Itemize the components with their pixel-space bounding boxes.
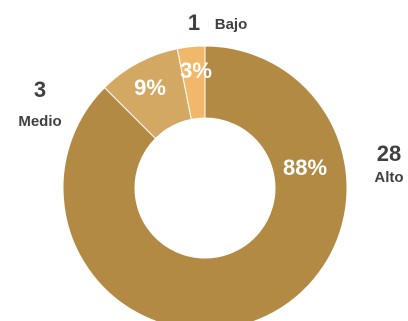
slice-label-medio-percent: 9%	[134, 75, 166, 100]
slice-alto	[62, 45, 348, 321]
donut-slices	[62, 45, 348, 321]
slice-bajo	[176, 45, 206, 120]
slice-label-medio-count: 3	[34, 77, 46, 102]
slice-label-alto-category: Alto	[374, 169, 403, 186]
slice-label-bajo-percent: 3%	[180, 58, 212, 83]
slice-label-bajo-category: Bajo	[215, 16, 248, 33]
slice-label-bajo-count: 1	[188, 10, 200, 35]
slice-label-alto-percent: 88%	[283, 155, 327, 180]
donut-labels: 88% 28 Alto 9% 3 Medio 3% 1 Bajo	[18, 10, 403, 186]
slice-label-medio-category: Medio	[18, 113, 61, 130]
slice-label-alto-count: 28	[377, 141, 401, 166]
